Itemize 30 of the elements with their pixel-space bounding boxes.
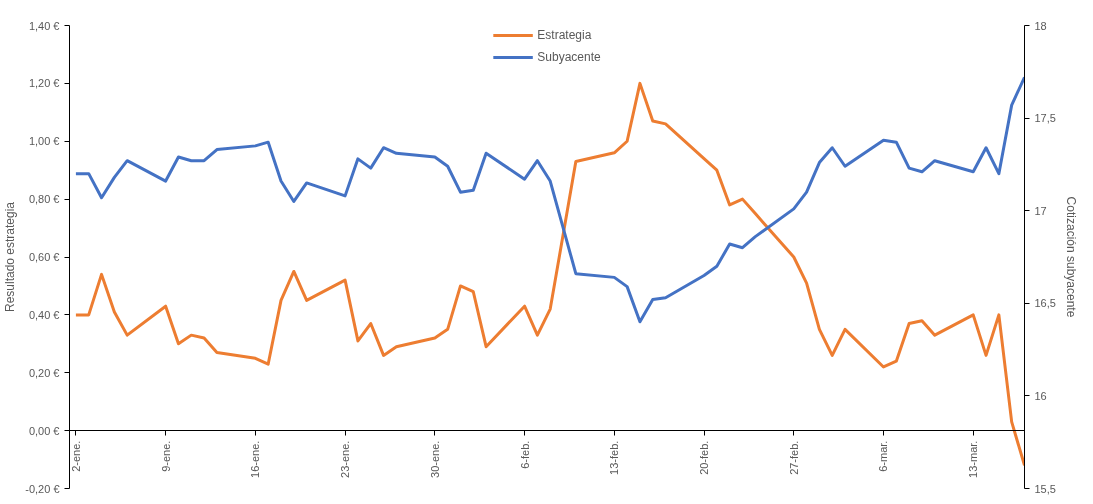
x-tick-label: 27-feb. <box>787 440 800 475</box>
y2-axis-title: Cotización subyacente <box>1063 196 1078 318</box>
x-tick-label: 2-ene. <box>69 440 82 472</box>
y2-tick-label: 17,5 <box>1034 112 1056 125</box>
x-tick-label: 13-mar. <box>967 440 980 478</box>
y2-tick-label: 15,5 <box>1034 482 1056 495</box>
y-tick-label: 0,20 € <box>28 366 60 379</box>
y-tick-label: 1,40 € <box>28 19 60 32</box>
y-tick-label: 1,20 € <box>28 77 60 90</box>
y2-tick-label: 17 <box>1034 204 1047 217</box>
legend-label: Estrategia <box>537 28 592 42</box>
y-tick-label: 0,00 € <box>28 424 60 437</box>
x-tick-label: 6-feb. <box>518 440 531 469</box>
x-tick-label: 16-ene. <box>249 440 262 478</box>
legend-label: Subyacente <box>537 50 601 64</box>
y2-tick-label: 16,5 <box>1034 297 1056 310</box>
y-tick-label: 0,60 € <box>28 251 60 263</box>
y2-tick-label: 18 <box>1034 19 1047 32</box>
y2-tick-label: 16 <box>1034 389 1047 402</box>
y-axis-title: Resultado estrategia <box>3 201 18 313</box>
x-tick-label: 20-feb. <box>698 440 711 475</box>
y-tick-label: 1,00 € <box>28 135 60 148</box>
y-tick-label: 0,40 € <box>28 308 60 321</box>
x-tick-label: 23-ene. <box>339 440 352 478</box>
y-tick-label: -0,20 € <box>25 482 60 495</box>
y-tick-label: 0,80 € <box>28 193 60 206</box>
x-tick-label: 13-feb. <box>608 440 621 475</box>
x-tick-label: 30-ene. <box>428 440 441 478</box>
x-tick-label: 9-ene. <box>159 440 172 472</box>
x-tick-label: 6-mar. <box>877 440 890 472</box>
